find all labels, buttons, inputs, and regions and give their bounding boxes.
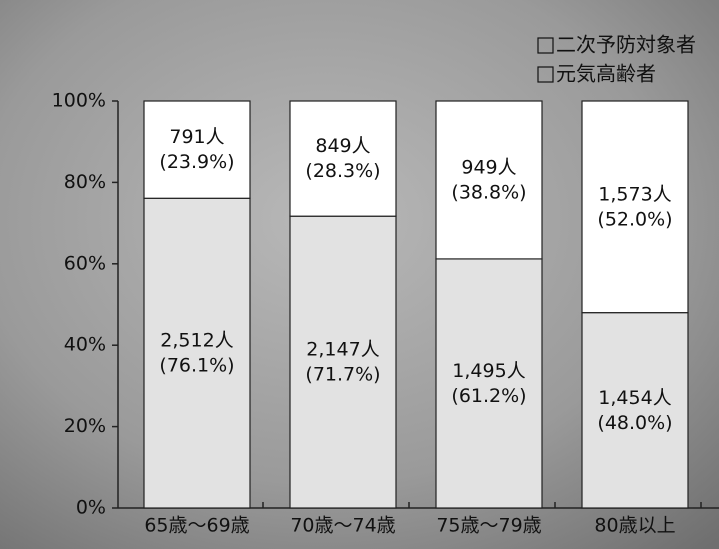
count-label: 2,147人: [306, 339, 379, 361]
bar-segment: [435, 100, 543, 260]
bar-segment: [143, 100, 251, 199]
legend-label: 元気高齢者: [556, 62, 656, 86]
value-label: (28.3%): [305, 160, 380, 182]
bar-segment: [435, 258, 543, 509]
bar-segment: [581, 312, 689, 509]
y-tick-label: 0%: [76, 497, 106, 519]
bar-segment: [289, 215, 397, 509]
bar-segment: [143, 197, 251, 509]
legend-swatch: [537, 37, 554, 54]
x-tick-label: 75歳〜79歳: [436, 515, 541, 537]
x-tick-label: 80歳以上: [594, 515, 675, 537]
bar-segment: [289, 100, 397, 217]
count-label: 791人: [169, 126, 224, 148]
count-label: 1,454人: [598, 387, 671, 409]
count-label: 1,495人: [452, 360, 525, 382]
bar-segment: [581, 100, 689, 314]
count-label: 849人: [315, 135, 370, 157]
value-label: (38.8%): [451, 181, 526, 203]
y-tick-label: 60%: [64, 252, 106, 274]
x-tick-label: 70歳〜74歳: [290, 515, 395, 537]
y-tick-label: 40%: [64, 334, 106, 356]
value-label: (52.0%): [597, 208, 672, 230]
value-label: (76.1%): [159, 355, 234, 377]
count-label: 949人: [461, 156, 516, 178]
value-label: (71.7%): [305, 364, 380, 386]
legend-swatch: [537, 66, 554, 83]
y-tick-label: 80%: [64, 171, 106, 193]
y-tick-label: 20%: [64, 415, 106, 437]
x-tick-label: 65歳〜69歳: [144, 515, 249, 537]
y-tick-label: 100%: [52, 90, 106, 112]
legend-label: 二次予防対象者: [556, 33, 696, 57]
value-label: (61.2%): [451, 385, 526, 407]
value-label: (48.0%): [597, 412, 672, 434]
count-label: 2,512人: [160, 330, 233, 352]
count-label: 1,573人: [598, 183, 671, 205]
value-label: (23.9%): [159, 151, 234, 173]
